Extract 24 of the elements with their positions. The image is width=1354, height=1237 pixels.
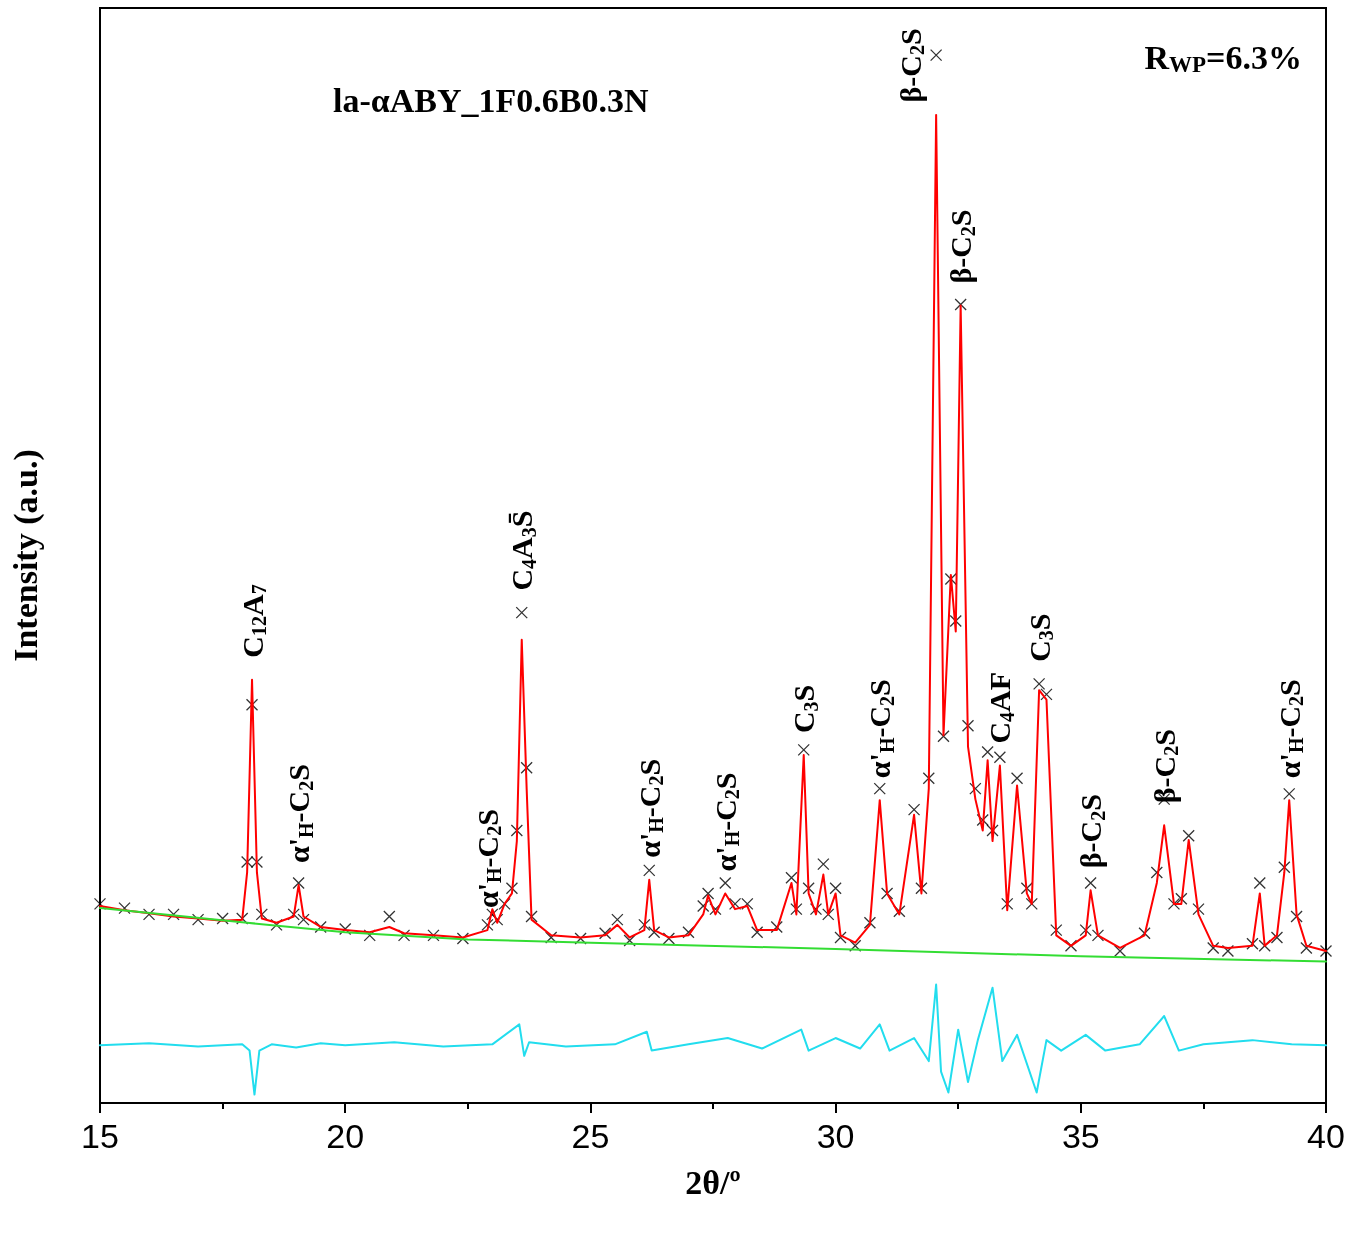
- annotation: C4AF: [983, 671, 1018, 744]
- x-tick-label: 15: [81, 1117, 119, 1155]
- annotation: α'H-C2S: [708, 772, 744, 872]
- annotation: α'H-C2S: [863, 679, 898, 779]
- x-tick-label: 20: [326, 1117, 365, 1155]
- annotation: β-C2S: [893, 28, 929, 103]
- annotation: C3S: [787, 684, 822, 734]
- annotation: α'H-C2S: [632, 758, 668, 858]
- annotation: β-C2S: [944, 209, 979, 284]
- annotation: β-C2S: [1147, 729, 1183, 804]
- annotation: C3S: [1022, 613, 1058, 662]
- text: la-αABY_1F0.6B0.3N: [333, 81, 649, 119]
- annotation: C4A3S̄: [505, 510, 540, 591]
- x-tick-label: 25: [571, 1117, 610, 1155]
- annotation: α'H-C2S: [282, 764, 317, 864]
- x-axis-title: 2θ/º: [685, 1163, 741, 1201]
- y-axis-title: Intensity (a.u.): [6, 449, 45, 662]
- x-tick-label: 35: [1061, 1117, 1100, 1155]
- x-tick-label: 30: [816, 1117, 855, 1155]
- annotation: α'H-C2S: [470, 809, 506, 909]
- annotation: α'H-C2S: [1272, 679, 1308, 779]
- annotation: β-C2S: [1074, 794, 1109, 869]
- x-tick-label: 40: [1307, 1117, 1345, 1155]
- annotation: C12A7: [235, 584, 271, 658]
